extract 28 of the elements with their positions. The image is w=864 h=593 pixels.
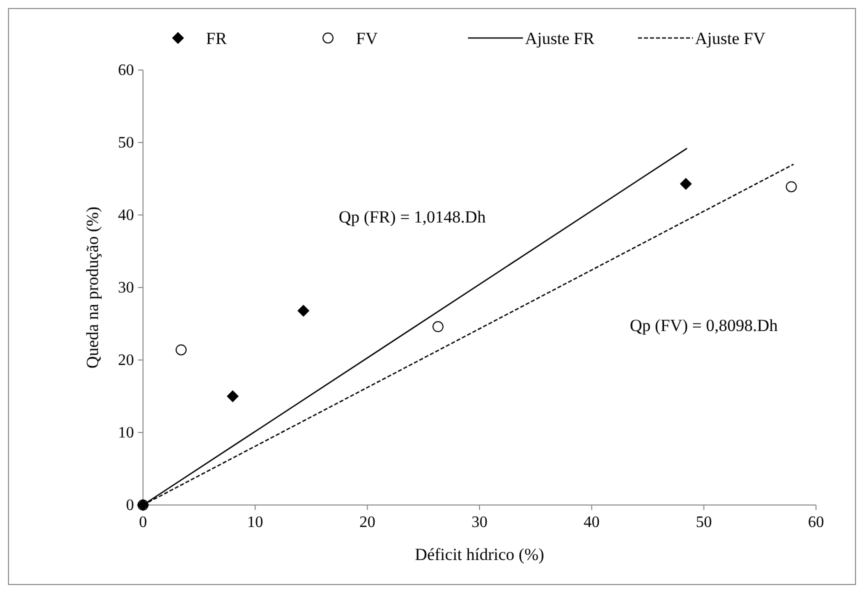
point xyxy=(432,321,444,332)
y-axis-title: Queda na produção (%) xyxy=(83,206,102,368)
legend-label: Ajuste FR xyxy=(525,29,596,48)
legend-label: Ajuste FV xyxy=(695,29,766,48)
x-tick-label: 20 xyxy=(359,514,376,531)
y-tick-label: 60 xyxy=(118,62,134,79)
x-axis-title: Déficit hídrico (%) xyxy=(414,545,544,564)
point xyxy=(297,304,310,317)
x-tick-label: 30 xyxy=(472,514,488,531)
x-tick-label: 0 xyxy=(139,514,147,531)
point xyxy=(786,181,797,192)
x-tick-label: 10 xyxy=(247,514,264,531)
x-tick-label: 60 xyxy=(808,514,824,531)
x-tick-label: 50 xyxy=(696,514,712,531)
y-tick-label: 40 xyxy=(118,207,134,224)
legend-label: FV xyxy=(356,29,378,48)
annotation: Qp (FV) = 0,8098.Dh xyxy=(630,316,778,335)
point xyxy=(226,390,239,402)
x-tick-label: 40 xyxy=(584,514,600,531)
y-tick-label: 30 xyxy=(118,280,134,296)
point xyxy=(680,178,692,190)
annotation: Qp (FR) = 1,0148.Dh xyxy=(338,207,486,226)
y-tick-label: 10 xyxy=(118,424,134,442)
y-tick-label: 20 xyxy=(118,352,134,369)
y-tick-label: 0 xyxy=(126,497,134,514)
y-tick-label: 50 xyxy=(118,134,134,152)
legend-label: FR xyxy=(206,29,228,48)
point xyxy=(176,344,187,356)
